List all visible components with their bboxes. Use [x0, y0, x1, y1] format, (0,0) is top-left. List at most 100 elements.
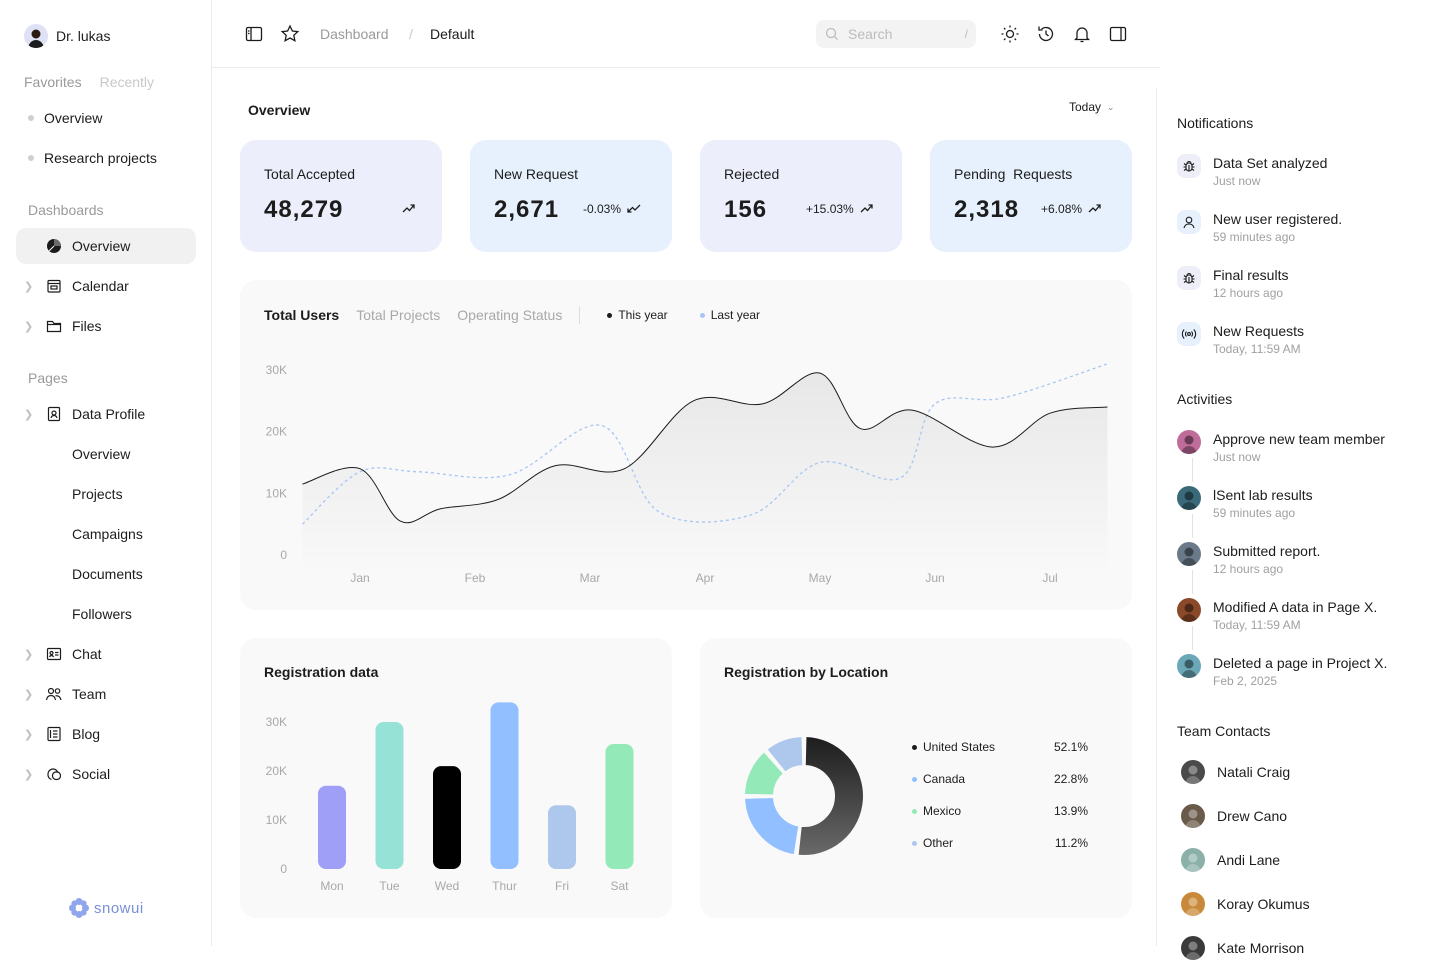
bell-icon[interactable] [1072, 24, 1092, 44]
user-profile[interactable]: Dr. lukas [24, 24, 110, 48]
y-tick-label: 0 [280, 862, 287, 876]
legend-label: Last year [710, 308, 761, 322]
bar-wed [433, 766, 461, 869]
panel-toggle-icon[interactable] [1108, 24, 1128, 44]
slice-other [765, 735, 805, 774]
breadcrumb-separator: / [409, 26, 413, 42]
star-icon[interactable] [280, 24, 300, 44]
activity-item[interactable]: Approve new team member Just now [1177, 430, 1385, 464]
chevron-right-icon[interactable]: ❯ [24, 688, 34, 701]
search-shortcut: / [964, 27, 968, 41]
contact-item[interactable]: Natali Craig [1181, 760, 1290, 784]
notification-item[interactable]: New user registered. 59 minutes ago [1177, 210, 1342, 244]
legend-dot [912, 744, 917, 750]
user-name[interactable]: Dr. lukas [56, 28, 111, 44]
activity-item[interactable]: Submitted report. 12 hours ago [1177, 542, 1320, 576]
legend-value: 22.8% [1053, 772, 1088, 786]
y-tick-label: 30K [266, 715, 287, 729]
notification-text: Final results [1213, 267, 1289, 283]
tab-total-users[interactable]: Total Users [264, 307, 340, 323]
legend-value: 13.9% [1053, 804, 1088, 818]
avatar [1181, 804, 1205, 828]
contact-item[interactable]: Koray Okumus [1181, 892, 1310, 916]
activity-item[interactable]: lSent lab results 59 minutes ago [1177, 486, 1313, 520]
sidebar-item-overview[interactable]: Overview [16, 228, 196, 264]
legend-label: United States [923, 740, 996, 754]
sidebar-item-files[interactable]: ❯ Files [16, 308, 196, 344]
sidebar-item-team[interactable]: ❯ Team [16, 676, 196, 712]
sidebar-subitem-campaigns[interactable]: Campaigns [72, 526, 143, 542]
registration-data-panel: Registration data 30K 20K 10K 0 Mon Tue Wed Thu… [240, 638, 672, 918]
notification-item[interactable]: New Requests Today, 11:59 AM [1177, 322, 1304, 356]
contact-name: Natali Craig [1217, 764, 1291, 780]
search-placeholder: Search [848, 26, 893, 42]
total-users-panel: Total Users Total Projects Operating Sta… [240, 280, 1132, 610]
tab-favorites[interactable]: Favorites [24, 74, 82, 90]
tab-total-projects[interactable]: Total Projects [356, 307, 441, 323]
chevron-right-icon[interactable]: ❯ [24, 320, 34, 333]
sidebar-subitem-documents[interactable]: Documents [72, 566, 143, 582]
favorite-item-research[interactable]: Research projects [28, 150, 157, 166]
contact-name: Kate Morrison [1217, 940, 1305, 956]
series-last-year [302, 363, 1108, 525]
avatar [1181, 848, 1205, 872]
breadcrumb-default[interactable]: Default [430, 26, 475, 42]
search-input[interactable]: Search / [816, 20, 976, 48]
favorite-item-overview[interactable]: Overview [28, 110, 102, 126]
notification-item[interactable]: Data Set analyzed Just now [1177, 154, 1327, 188]
contact-name: Andi Lane [1217, 852, 1281, 868]
team-icon [44, 684, 64, 704]
nav-label: Files [72, 318, 102, 334]
activity-time: 12 hours ago [1213, 562, 1284, 576]
sidebar-item-data-profile[interactable]: ❯ Data Profile [16, 396, 196, 432]
tab-operating-status[interactable]: Operating Status [457, 307, 563, 323]
sidebar-subitem-overview[interactable]: Overview [72, 446, 131, 462]
bar-thur [490, 702, 519, 869]
activity-item[interactable]: Deleted a page in Project X. Feb 2, 2025 [1177, 654, 1387, 688]
sun-icon[interactable] [1000, 24, 1020, 44]
chevron-right-icon[interactable]: ❯ [24, 408, 34, 421]
y-tick-label: 20K [266, 425, 287, 439]
contact-item[interactable]: Drew Cano [1181, 804, 1287, 828]
legend-this-year: This year [607, 308, 668, 322]
legend-dot [912, 776, 917, 782]
legend-label: This year [618, 308, 668, 322]
y-tick-label: 10K [266, 486, 287, 500]
tab-recently[interactable]: Recently [99, 74, 155, 90]
sidebar-subitem-followers[interactable]: Followers [72, 606, 132, 622]
notification-text: New Requests [1213, 323, 1305, 339]
sidebar-item-blog[interactable]: ❯ Blog [16, 716, 196, 752]
contact-item[interactable]: Kate Morrison [1181, 936, 1304, 960]
stat-value: 156 [724, 196, 768, 223]
contact-name: Drew Cano [1217, 808, 1288, 824]
calendar-icon [44, 276, 64, 296]
date-range-select[interactable]: Today ⌄ [1069, 100, 1115, 114]
activity-item[interactable]: Modified A data in Page X. Today, 11:59 A… [1177, 598, 1377, 632]
chevron-right-icon[interactable]: ❯ [24, 648, 34, 661]
chevron-right-icon[interactable]: ❯ [24, 768, 34, 781]
breadcrumb-dashboard[interactable]: Dashboard [320, 26, 389, 42]
history-icon[interactable] [1036, 24, 1056, 44]
legend-row: United States 52.1% [912, 740, 1088, 754]
folder-icon [44, 316, 64, 336]
legend-dot [912, 840, 917, 846]
sidebar-item-social[interactable]: ❯ Social [16, 756, 196, 792]
sidebar-toggle-icon[interactable] [244, 24, 264, 44]
bullet-icon [28, 155, 34, 161]
stat-card-total-accepted: Total Accepted 48,279 [240, 140, 442, 252]
divider [579, 306, 581, 324]
bar-tue [375, 722, 404, 869]
trend-up-icon [402, 202, 416, 216]
chevron-right-icon[interactable]: ❯ [24, 280, 34, 293]
sidebar-item-calendar[interactable]: ❯ Calendar [16, 268, 196, 304]
contact-item[interactable]: Andi Lane [1181, 848, 1280, 872]
activity-text: Modified A data in Page X. [1213, 599, 1378, 615]
notification-item[interactable]: Final results 12 hours ago [1177, 266, 1288, 300]
chevron-right-icon[interactable]: ❯ [24, 728, 34, 741]
nav-label: Blog [72, 726, 101, 742]
sidebar-subitem-projects[interactable]: Projects [72, 486, 123, 502]
avatar [1177, 654, 1201, 678]
sidebar-item-chat[interactable]: ❯ Chat [16, 636, 196, 672]
avatar[interactable] [24, 24, 48, 48]
